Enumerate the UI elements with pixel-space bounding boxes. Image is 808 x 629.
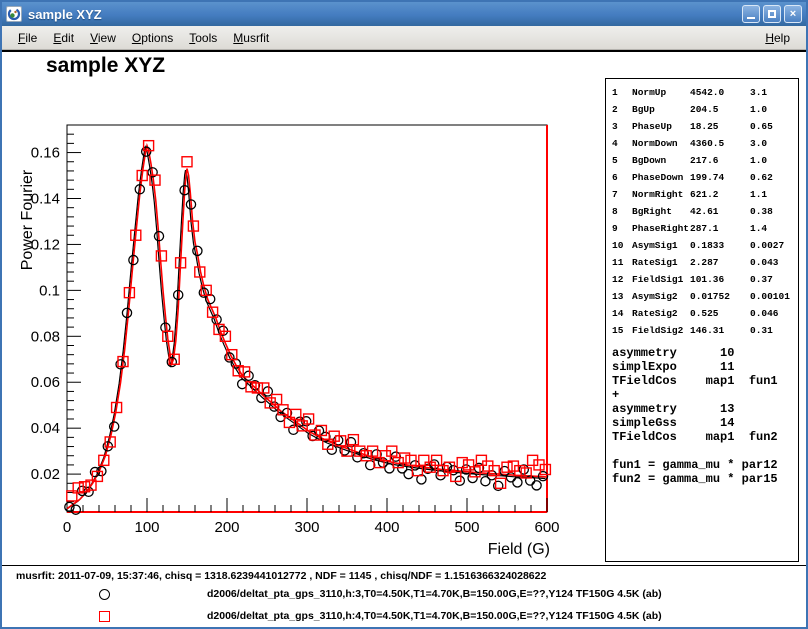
theory-curve-black [65,145,546,511]
menu-options[interactable]: Options [131,30,174,45]
maximize-icon [768,10,776,18]
fourier-plot: 0 100 200 300 400 500 600 0.02 0.04 0.06 0.08 0.1 0.… [19,124,560,558]
param-row: 12 FieldSig1 101.36 0.37 [612,274,773,285]
legend-label-2: d2006/deltat_pta_gps_3110,h:4,T0=4.50K,T… [207,610,662,622]
param-row: 13 AsymSig2 0.01752 0.00101 [612,291,790,302]
svg-text:0.08: 0.08 [31,328,60,345]
svg-text:Field (G): Field (G) [488,541,550,558]
param-row: 10 AsymSig1 0.1833 0.0027 [612,240,785,251]
svg-text:0.02: 0.02 [31,466,60,483]
minimize-button[interactable] [742,5,760,23]
svg-text:0.06: 0.06 [31,374,60,391]
status-separator [2,565,806,566]
menu-musrfit[interactable]: Musrfit [233,30,270,45]
param-row: 14 RateSig2 0.525 0.046 [612,308,779,319]
root-app-icon [6,6,22,22]
legend-circle-marker [99,589,110,600]
plot-title: sample XYZ [46,54,166,77]
maximize-button[interactable] [763,5,781,23]
parameters-panel: 1 NormUp 4542.0 3.1 2 BgUp 204.5 1.0 3 PhaseUp 18.… [605,78,799,339]
param-row: 15 FieldSig2 146.31 0.31 [612,325,773,336]
legend-row-1: d2006/deltat_pta_gps_3110,h:3,T0=4.50K,T… [2,587,806,603]
param-row: 3 PhaseUp 18.25 0.65 [612,121,773,132]
legend-label-1: d2006/deltat_pta_gps_3110,h:3,T0=4.50K,T… [207,588,662,600]
svg-text:0.14: 0.14 [31,190,60,207]
plot-canvas[interactable]: sample XYZ 0 100 200 300 400 500 600 0.02 0.04 0.… [2,50,806,627]
svg-text:500: 500 [454,519,479,536]
legend-row-2: d2006/deltat_pta_gps_3110,h:4,T0=4.50K,T… [2,609,806,625]
svg-text:0.1: 0.1 [39,282,60,299]
svg-text:400: 400 [374,519,399,536]
param-row: 7 NormRight 621.2 1.1 [612,189,768,200]
svg-text:0: 0 [63,519,71,536]
svg-text:0.04: 0.04 [31,420,60,437]
statusbar-text: musrfit: 2011-07-09, 15:37:46, chisq = 1… [16,570,547,582]
param-row: 2 BgUp 204.5 1.0 [612,104,768,115]
menu-edit[interactable]: Edit [53,30,75,45]
param-row: 4 NormDown 4360.5 3.0 [612,138,768,149]
window-title: sample XYZ [28,6,102,22]
menu-view[interactable]: View [90,30,116,45]
menu-file[interactable]: File [18,30,38,45]
svg-text:300: 300 [294,519,319,536]
minimize-icon [747,17,755,19]
param-row: 11 RateSig1 2.287 0.043 [612,257,779,268]
menu-tools[interactable]: Tools [189,30,218,45]
menubar: File Edit View Options Tools Musrfit Hel… [2,26,806,50]
svg-text:0.12: 0.12 [31,236,60,253]
param-row: 1 NormUp 4542.0 3.1 [612,87,768,98]
svg-text:Power Fourier: Power Fourier [19,169,36,270]
svg-text:200: 200 [214,519,239,536]
svg-text:600: 600 [534,519,559,536]
param-row: 9 PhaseRight 287.1 1.4 [612,223,768,234]
svg-text:100: 100 [134,519,159,536]
titlebar[interactable]: sample XYZ × [2,2,806,26]
param-row: 8 BgRight 42.61 0.38 [612,206,773,217]
param-row: 6 PhaseDown 199.74 0.62 [612,172,773,183]
theory-panel: asymmetry 10 simplExpo 11 TFieldCos map1… [605,338,799,562]
theory-text: asymmetry 10 simplExpo 11 TFieldCos map1… [612,346,778,486]
theory-curve-red [66,142,548,510]
close-icon: × [789,7,797,20]
close-button[interactable]: × [784,5,802,23]
svg-text:0.16: 0.16 [31,145,60,162]
legend-square-marker [99,611,110,622]
menu-help[interactable]: Help [765,30,790,45]
param-row: 5 BgDown 217.6 1.0 [612,155,768,166]
